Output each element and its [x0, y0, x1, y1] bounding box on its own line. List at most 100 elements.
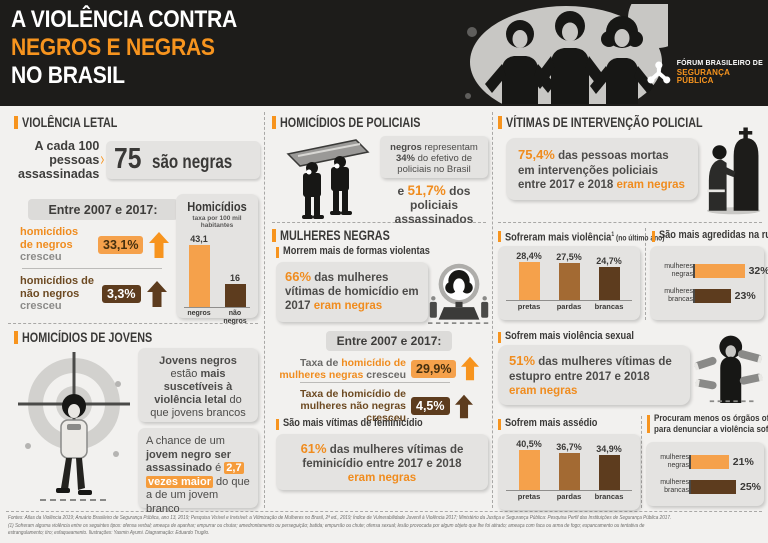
bar-label-line2: negras [671, 270, 693, 278]
lead-stat-suffix: são negras [151, 152, 232, 173]
subsection-title-line2: para denunciar a violência sofrida [654, 423, 768, 435]
grave-mourning-illustration [707, 127, 761, 215]
bar-rect [695, 263, 745, 278]
brown-text: Taxa de homicídio de mulheres não negras… [300, 388, 406, 424]
text: estão [170, 368, 201, 380]
bar-value: 36,7% [556, 442, 582, 453]
bar-value: 34,9% [596, 444, 622, 455]
fbsp-logo-line1: FÓRUM BRASILEIRO DE [676, 60, 763, 68]
bar-label: brancas [594, 492, 624, 501]
subcolumn-divider [645, 228, 646, 320]
bar-rect [518, 449, 540, 490]
bar-column-pretas: 40,5% [512, 438, 546, 490]
text: A chance de um [146, 435, 225, 447]
bar-rect [188, 244, 210, 307]
section-accent-bar [14, 331, 18, 344]
bar-label: pretas [517, 302, 541, 311]
subsection-title-text: Morrem mais de formas violentas [283, 245, 430, 257]
subsection-title-line1: Procuram menos os órgãos oficiais [654, 413, 768, 424]
bar-value: 24,7% [596, 255, 622, 266]
stat-badge: 3,3% [102, 284, 141, 303]
orange-text: eram negras [347, 472, 417, 484]
bold-text: Jovens negros [159, 355, 237, 367]
youth-target-illustration [18, 352, 130, 501]
highlight-2-7: 2,7 [224, 462, 244, 474]
section-title-text: MULHERES NEGRAS [280, 228, 390, 243]
assedio-chart: 40,5% 36,7% 34,9% pretas pardas brancas [498, 434, 640, 510]
stat-badge: 33,1% [98, 235, 144, 254]
orange-stat: 51,7% [407, 183, 446, 198]
subsection-accent-bar [276, 247, 279, 258]
bold-text: mais suscetíveis à violência letal [154, 368, 233, 406]
text: do efetivo de policiais no Brasil [397, 153, 473, 175]
text: do que jovens brancos [150, 394, 246, 419]
subsection-accent-bar [498, 231, 501, 242]
bar-label-line2: brancas [668, 295, 693, 303]
hbar-row-brancas: mulheres brancas 23% [656, 288, 758, 303]
highlight-vezes-maior: vezes maior [146, 475, 213, 488]
policiais-stat-line2: e 51,7% dos policiais assassinados [378, 183, 490, 227]
chart-bars: 43,1 16 [184, 229, 250, 308]
divider [22, 268, 162, 269]
section-accent-bar [498, 116, 502, 129]
bar-value: 25% [740, 480, 762, 493]
chart-bar-labels: pretas pardas brancas [506, 493, 632, 501]
hbar-row-negras: mulheres negras 32% [656, 263, 768, 278]
bar-value: 23% [734, 289, 756, 302]
police-coffin-illustration [286, 139, 370, 219]
bar-label: mulheres negras [652, 454, 689, 469]
stat-badge: 29,9% [411, 359, 457, 378]
bar-label-line1: mulheres [660, 479, 689, 486]
footer-divider [6, 511, 762, 512]
policiais-stat-box: negros representam 34% do efetivo de pol… [380, 136, 488, 178]
section-accent-bar [272, 116, 276, 129]
lead-stat-text: A cada 100 pessoas assassinadas [18, 139, 100, 181]
orange-stat: 66% [285, 269, 312, 284]
section-divider [498, 222, 762, 223]
bar-column-pardas: 36,7% [552, 442, 586, 490]
jovens-text-box-1: Jovens negros estão mais suscetíveis à v… [138, 348, 258, 422]
text: das pessoas mortas em intervenções polic… [518, 150, 669, 191]
bold-text: 34% [395, 153, 415, 164]
subsection-accent-bar [498, 419, 501, 430]
subsection-agredidas-rua: São mais agredidas na rua [652, 229, 768, 242]
chart-bars: 40,5% 36,7% 34,9% [506, 436, 632, 491]
subsection-violencia-sexual: Sofrem mais violência sexual [498, 330, 658, 343]
bar-rect [558, 453, 580, 490]
subsection-accent-bar [276, 419, 279, 430]
subsection-title-text: Sofrem mais assédio [505, 417, 598, 429]
bar-label-line2: brancas [664, 486, 689, 494]
text: dos policiais assassinados [394, 184, 474, 226]
orange-stat: 75,4% [518, 147, 555, 162]
orange-stat: 61% [300, 441, 327, 456]
bar-rect [558, 262, 580, 300]
text: das mulheres vítimas de homicídio em 201… [285, 272, 419, 312]
section-title-text: HOMICÍDIOS DE JOVENS [22, 330, 153, 345]
subsection-accent-bar [498, 332, 501, 343]
subsection-title-text: São mais agredidas na rua [659, 229, 768, 241]
orange-text: eram negras [616, 179, 685, 191]
up-arrow-icon [146, 280, 167, 307]
bar-rect [691, 454, 729, 469]
bold-text: jovem negro ser assassinado [146, 448, 231, 475]
bar-label: negros [187, 310, 211, 317]
stat-row-highlight: homicídios de não negros [20, 275, 94, 300]
sofreram-violencia-chart: 28,4% 27,5% 24,7% pretas pardas brancas [498, 246, 640, 320]
period-label-mulheres: Entre 2007 e 2017: [326, 331, 452, 351]
orange-text: eram negras [509, 385, 578, 397]
section-title-text: VIOLÊNCIA LETAL [22, 115, 118, 130]
subsection-title-text: São mais vítimas de feminicídio [283, 417, 423, 429]
period-label-text: Entre 2007 e 2017: [48, 202, 158, 217]
column-divider [492, 112, 493, 508]
section-vitimas-intervencao-title: VÍTIMAS DE INTERVENÇÃO POLICIAL [498, 115, 752, 130]
chart-title: Homicídios [187, 199, 247, 214]
up-arrow-icon [454, 394, 473, 418]
bar-value: 16 [229, 272, 240, 283]
subsection-title-suffix: (no último ano) [614, 233, 665, 243]
bar-rect [518, 261, 540, 300]
hbar-row-negras: mulheres negras 21% [652, 454, 758, 469]
intervencao-754-box: 75,4% das pessoas mortas em intervenções… [506, 138, 698, 200]
bar-value: 40,5% [516, 438, 542, 449]
subsection-procuram-menos: Procuram menos os órgãos oficiais para d… [647, 413, 768, 435]
section-mulheres-negras-title: MULHERES NEGRAS [272, 228, 417, 243]
